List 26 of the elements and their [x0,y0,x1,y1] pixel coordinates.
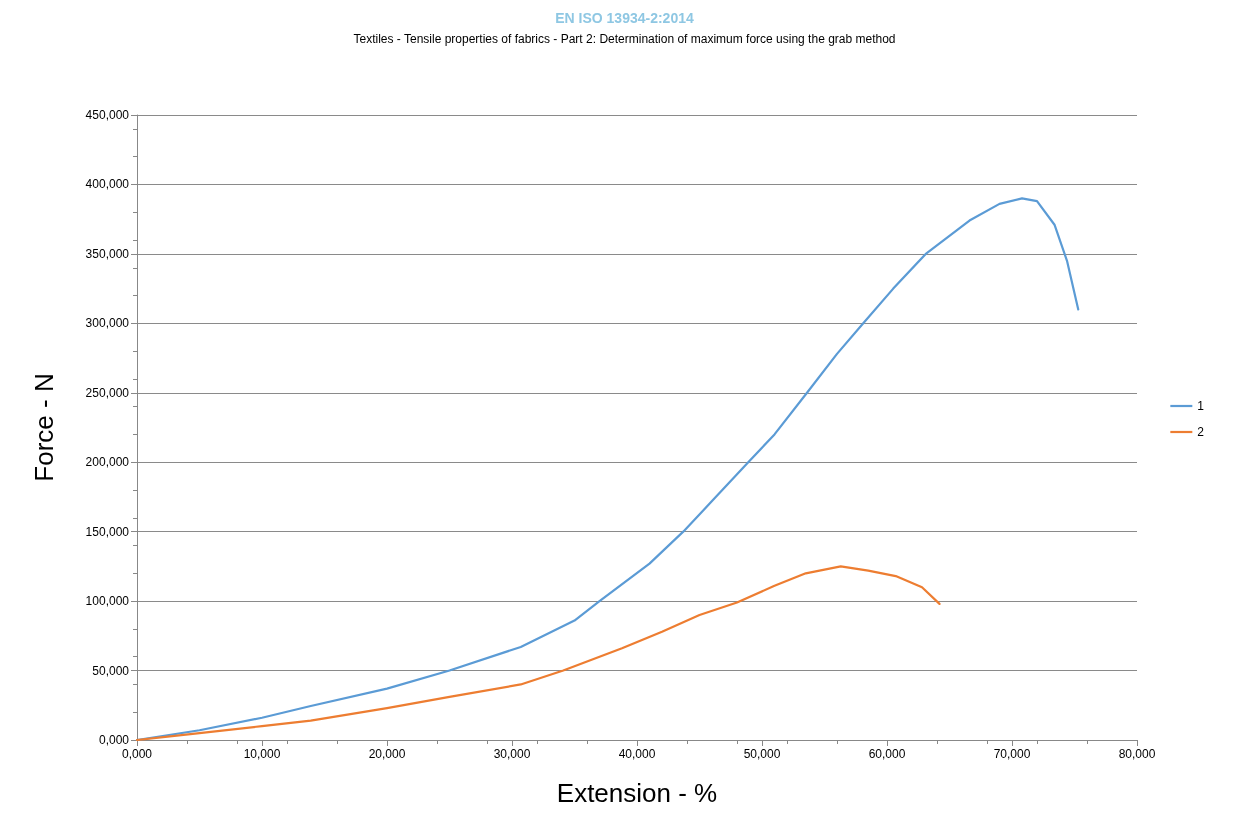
x-tick-label: 20,000 [368,747,406,761]
y-tick-label: 450,000 [85,108,130,122]
x-tick-label: 50,000 [743,747,781,761]
x-tick-label: 0,000 [121,747,153,761]
x-tick-label: 30,000 [493,747,531,761]
x-tick-label: 70,000 [993,747,1031,761]
y-tick-label: 300,000 [85,316,130,331]
x-tick-label: 10,000 [243,747,281,761]
y-tick-label: 100,000 [85,594,130,609]
y-tick-label: 250,000 [85,385,130,400]
y-tick-label: 350,000 [85,246,130,261]
y-tick-label: 400,000 [85,177,130,192]
x-tick-label: 60,000 [868,747,906,761]
x-tick-label: 80,000 [1118,747,1156,761]
y-tick-label: 0,000 [98,733,130,747]
chart-subtitle: Textiles - Tensile properties of fabrics - Part 2: Determination of maximum force using the grab method [353,32,896,46]
y-axis-title: Force - N [29,373,59,482]
line-series [135,565,941,742]
y-tick-label: 150,000 [85,524,130,539]
y-tick-label: 200,000 [85,455,130,470]
y-tick-label: 50,000 [92,663,130,678]
legend-label: 1 [1197,399,1205,413]
x-tick-label: 40,000 [618,747,656,761]
chart-title: EN ISO 13934-2:2014 [555,10,694,26]
x-axis-title: Extension - % [556,778,718,808]
legend-label: 2 [1197,425,1205,439]
